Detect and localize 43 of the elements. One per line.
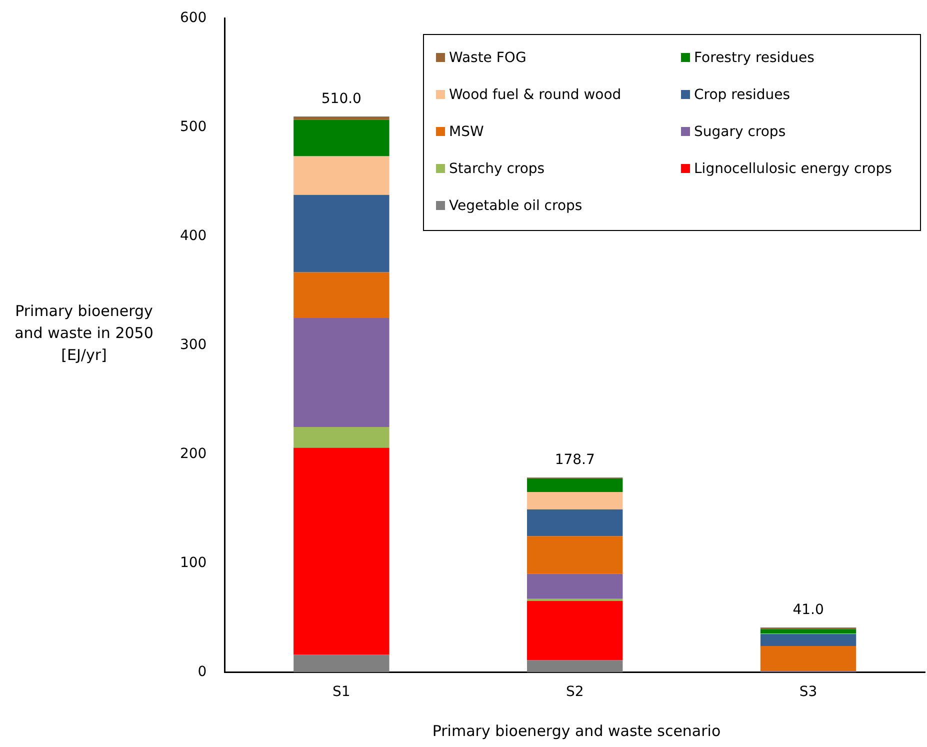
bar xyxy=(294,120,390,156)
legend-label: Forestry residues xyxy=(694,50,814,66)
bar xyxy=(527,478,623,492)
legend-label: Wood fuel & round wood xyxy=(449,86,622,103)
bar xyxy=(294,116,390,120)
y-axis-title: Primary bioenergy and waste in 2050 [EJ/yr] xyxy=(14,301,154,366)
y-tick-label: 500 xyxy=(180,119,207,136)
x-tick-label: S1 xyxy=(332,684,350,700)
total-label: 178.7 xyxy=(554,452,595,468)
bar xyxy=(527,600,623,660)
bar xyxy=(294,654,390,672)
y-tick-label: 200 xyxy=(180,446,207,462)
bar xyxy=(294,427,390,448)
y-tick-label: 0 xyxy=(198,664,207,680)
legend-label: Vegetable oil crops xyxy=(449,198,582,214)
y-tick-label: 400 xyxy=(180,228,207,244)
bar xyxy=(294,448,390,655)
bar xyxy=(527,492,623,510)
y-tick-label: 100 xyxy=(180,554,207,571)
legend-label: Starchy crops xyxy=(449,160,545,177)
bar xyxy=(527,660,623,672)
legend-label: Crop residues xyxy=(694,86,790,103)
bar xyxy=(294,272,390,318)
y-tick-label: 600 xyxy=(180,10,207,26)
bar xyxy=(760,629,856,634)
bar xyxy=(760,634,856,646)
bar xyxy=(527,574,623,599)
legend-label: MSW xyxy=(449,124,484,140)
total-label: 41.0 xyxy=(792,602,824,618)
bar xyxy=(294,156,390,195)
x-tick-label: S3 xyxy=(799,684,818,700)
bar xyxy=(294,318,390,428)
legend-label: Lignocellulosic energy crops xyxy=(694,160,892,177)
bar xyxy=(760,646,856,672)
legend-label: Waste FOG xyxy=(449,50,526,66)
bar xyxy=(527,536,623,574)
bar xyxy=(527,509,623,536)
total-label: 510.0 xyxy=(321,91,362,108)
x-tick-label: S2 xyxy=(566,684,584,700)
y-tick-label: 300 xyxy=(180,336,207,353)
x-axis-title: Primary bioenergy and waste scenario xyxy=(431,722,722,740)
bar xyxy=(294,194,390,272)
legend-label: Sugary crops xyxy=(694,124,786,140)
